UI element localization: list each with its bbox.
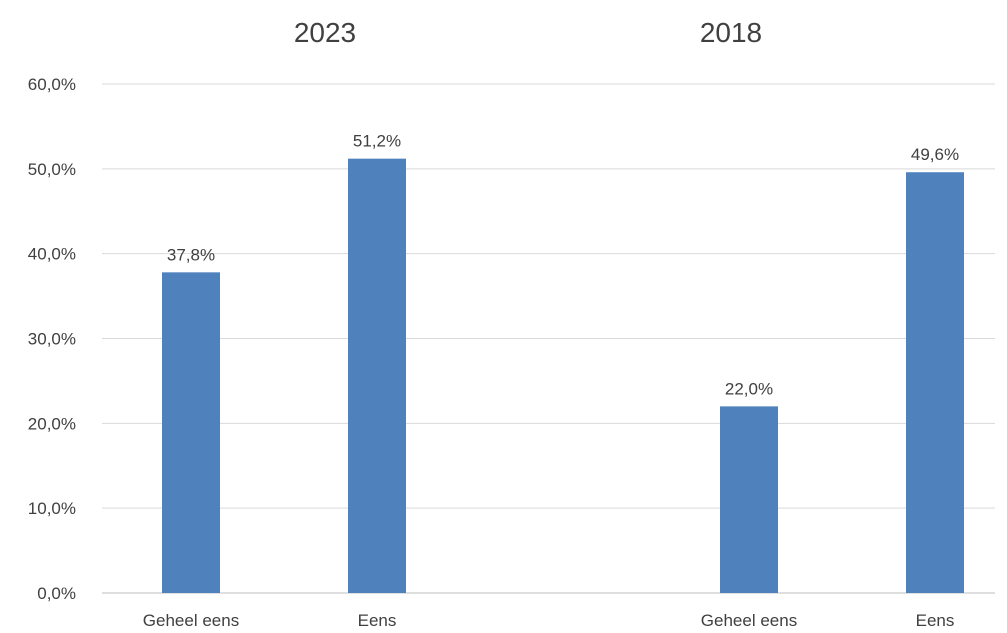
bar <box>348 158 406 594</box>
gridlines <box>102 83 995 594</box>
bar <box>162 272 220 593</box>
bar <box>906 172 964 593</box>
data-label: 51,2% <box>353 132 401 151</box>
panel-title: 2018 <box>700 17 762 48</box>
data-label: 49,6% <box>911 145 959 164</box>
category-label: Eens <box>358 611 397 630</box>
bars <box>162 158 964 594</box>
category-label: Geheel eens <box>143 611 239 630</box>
y-tick-label: 0,0% <box>37 584 76 603</box>
category-labels: Geheel eens Eens Geheel eens Eens <box>143 611 955 630</box>
panel-titles: 2023 2018 <box>294 17 762 48</box>
data-labels: 37,8% 51,2% 22,0% 49,6% <box>167 132 959 399</box>
y-tick-label: 30,0% <box>28 330 76 349</box>
data-label: 22,0% <box>725 379 773 398</box>
data-label: 37,8% <box>167 245 215 264</box>
y-axis-ticks: 0,0% 10,0% 20,0% 30,0% 40,0% 50,0% 60,0% <box>28 75 76 603</box>
y-tick-label: 40,0% <box>28 245 76 264</box>
category-label: Geheel eens <box>701 611 797 630</box>
y-tick-label: 50,0% <box>28 160 76 179</box>
category-label: Eens <box>916 611 955 630</box>
bar <box>720 406 778 593</box>
y-tick-label: 10,0% <box>28 499 76 518</box>
panel-title: 2023 <box>294 17 356 48</box>
y-tick-label: 60,0% <box>28 75 76 94</box>
y-tick-label: 20,0% <box>28 414 76 433</box>
